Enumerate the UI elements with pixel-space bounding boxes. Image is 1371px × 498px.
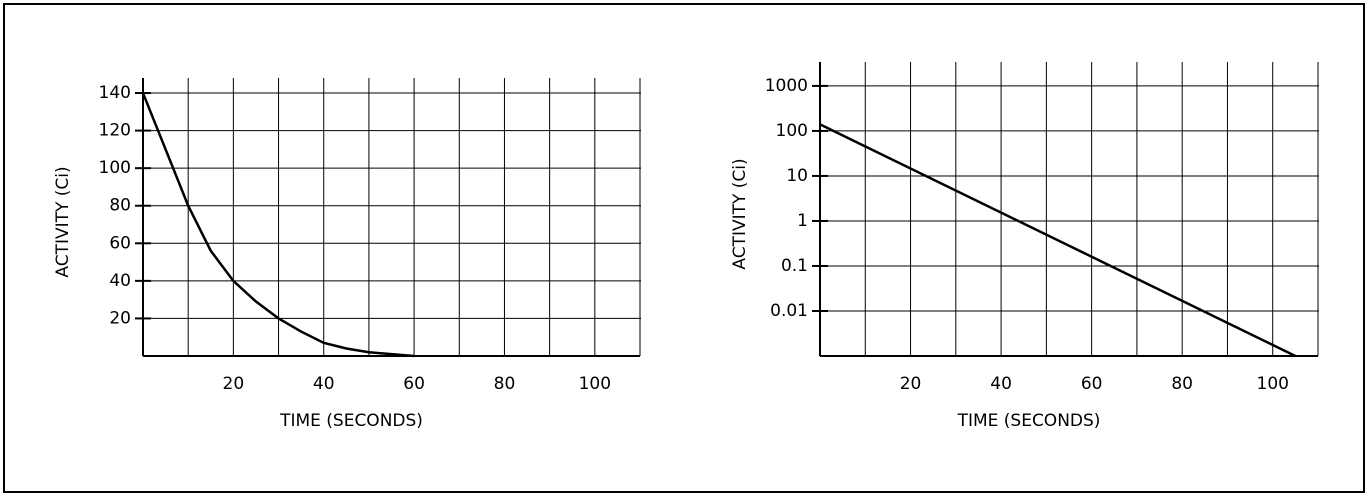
x-tick-label: 40 (990, 374, 1012, 394)
y-tick-label: 100 (99, 158, 131, 178)
y-tick-label: 80 (109, 196, 131, 216)
x-axis-label: TIME (SECONDS) (957, 411, 1101, 431)
x-tick-label: 100 (579, 374, 611, 394)
y-tick-label: 60 (109, 233, 131, 253)
y-tick-label: 10 (786, 166, 808, 186)
frame (3, 3, 1365, 493)
x-tick-label: 40 (313, 374, 335, 394)
x-tick-label: 20 (223, 374, 245, 394)
y-tick-label: 100 (776, 121, 808, 141)
y-tick-label: 40 (109, 271, 131, 291)
y-tick-label: 0.1 (781, 256, 808, 276)
data-line (141, 92, 415, 358)
y-tick-label: 20 (109, 308, 131, 328)
y-tick-label: 0.01 (770, 301, 808, 321)
y-tick-label: 1 (797, 211, 808, 231)
y-tick-label: 1000 (765, 76, 808, 96)
x-tick-label: 80 (1171, 374, 1193, 394)
x-tick-label: 100 (1257, 374, 1289, 394)
x-tick-label: 60 (1081, 374, 1103, 394)
x-axis-label: TIME (SECONDS) (279, 411, 423, 431)
x-tick-label: 20 (900, 374, 922, 394)
data-line (819, 123, 1296, 358)
y-axis-label: ACTIVITY (Ci) (53, 166, 73, 277)
x-tick-label: 60 (403, 374, 425, 394)
x-tick-label: 80 (494, 374, 516, 394)
y-tick-label: 120 (99, 121, 131, 141)
y-tick-label: 140 (99, 83, 131, 103)
y-axis-label: ACTIVITY (Ci) (730, 158, 750, 269)
